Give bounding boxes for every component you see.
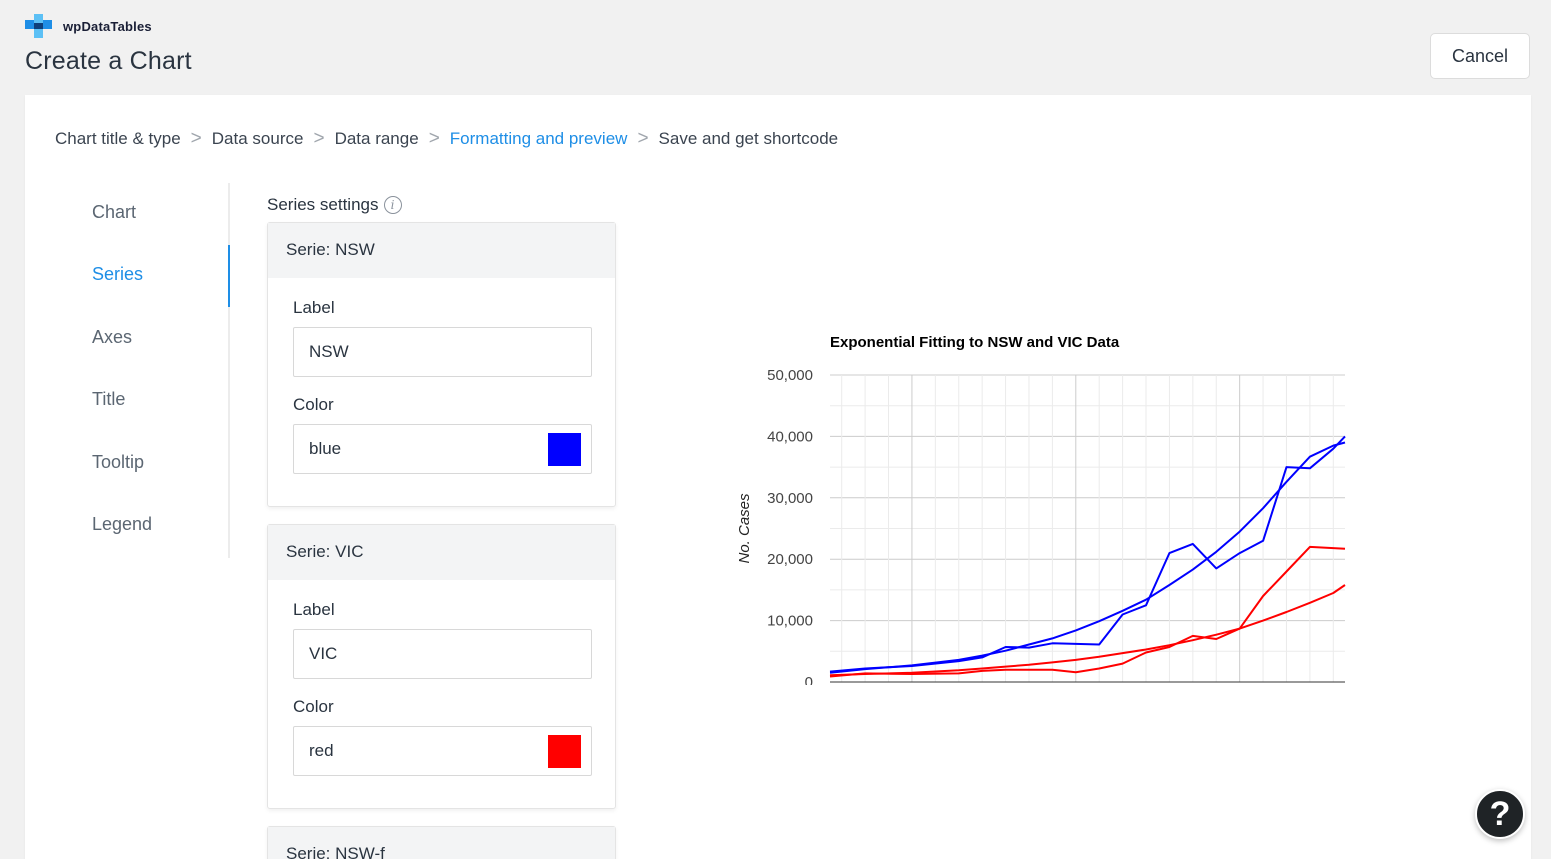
wizard-card: Chart title & type > Data source > Data rang…	[25, 95, 1531, 859]
y-tick-label: 20,000	[767, 551, 813, 568]
chart-preview: Exponential Fitting to NSW and VIC Data 0…	[705, 225, 1365, 754]
line-chart: Exponential Fitting to NSW and VIC Data 0…	[736, 334, 1365, 754]
y-tick-label: 10,000	[767, 613, 813, 630]
series-line-vic	[829, 545, 1346, 678]
brand-logo: wpDataTables	[25, 14, 152, 38]
serie-card: Serie: NSW-f	[267, 826, 616, 859]
series-settings-title: Series settings	[267, 195, 379, 214]
chart-title: Exponential Fitting to NSW and VIC Data	[830, 334, 1120, 351]
series-line-nsw	[829, 435, 1346, 673]
sidenav-item-title[interactable]: Title	[92, 389, 126, 409]
breadcrumb-step-2[interactable]: Data source	[211, 129, 304, 148]
color-caption: Color	[293, 697, 334, 716]
color-caption: Color	[293, 395, 334, 414]
y-tick-label: 40,000	[767, 428, 813, 445]
active-tab-indicator	[228, 245, 230, 307]
breadcrumb-step-1[interactable]: Chart title & type	[55, 129, 181, 148]
serie-card: Serie: VIC Label VIC Color red	[267, 524, 616, 809]
sidenav-item-legend[interactable]: Legend	[92, 514, 153, 534]
breadcrumb-separator: >	[637, 128, 649, 149]
serie-card-header[interactable]: Serie: NSW-f	[268, 827, 615, 859]
breadcrumb-step-5[interactable]: Save and get shortcode	[658, 129, 839, 148]
wpdatatables-logo-icon	[25, 14, 52, 38]
serie-label-value: VIC	[309, 644, 338, 663]
breadcrumb-step-3[interactable]: Data range	[334, 129, 419, 148]
serie-color-value: red	[309, 741, 334, 760]
y-tick-label: 30,000	[767, 490, 813, 507]
color-swatch[interactable]	[548, 734, 581, 768]
help-button[interactable]: ?	[1475, 789, 1525, 839]
breadcrumb-separator: >	[190, 128, 202, 149]
breadcrumb-step-4[interactable]: Formatting and preview	[449, 129, 628, 148]
y-tick-label: 0	[805, 674, 813, 685]
settings-sidenav: Chart Series Axes Title Tooltip Legend	[25, 183, 230, 558]
serie-card-header[interactable]: Serie: VIC	[268, 525, 615, 580]
sidenav-item-tooltip[interactable]: Tooltip	[92, 452, 145, 472]
y-tick-label: 50,000	[767, 367, 813, 384]
breadcrumb-separator: >	[313, 128, 325, 149]
sidenav-item-series[interactable]: Series	[92, 264, 144, 284]
serie-label-input[interactable]: NSW	[293, 327, 592, 377]
series-line-vic-f	[829, 584, 1346, 677]
label-caption: Label	[293, 600, 335, 619]
page-title: Create a Chart	[25, 47, 192, 75]
y-axis-label: No. Cases	[736, 493, 753, 564]
serie-color-input[interactable]: blue	[293, 424, 592, 474]
serie-color-value: blue	[309, 439, 342, 458]
series-settings-heading: Series settings i	[267, 195, 402, 215]
serie-card-header[interactable]: Serie: NSW	[268, 223, 615, 278]
sidenav-item-chart[interactable]: Chart	[92, 202, 137, 222]
label-caption: Label	[293, 298, 335, 317]
color-swatch[interactable]	[548, 432, 581, 466]
series-line-nsw-f	[829, 441, 1346, 674]
serie-label-input[interactable]: VIC	[293, 629, 592, 679]
serie-card: Serie: NSW Label NSW Color blue	[267, 222, 616, 507]
serie-label-value: NSW	[309, 342, 349, 361]
sidenav-item-axes[interactable]: Axes	[92, 327, 133, 347]
brand-name: wpDataTables	[63, 18, 152, 34]
breadcrumb: Chart title & type > Data source > Data rang…	[55, 128, 838, 150]
serie-color-input[interactable]: red	[293, 726, 592, 776]
breadcrumb-separator: >	[428, 128, 440, 149]
info-icon[interactable]: i	[383, 196, 402, 214]
cancel-button[interactable]: Cancel	[1430, 33, 1530, 79]
